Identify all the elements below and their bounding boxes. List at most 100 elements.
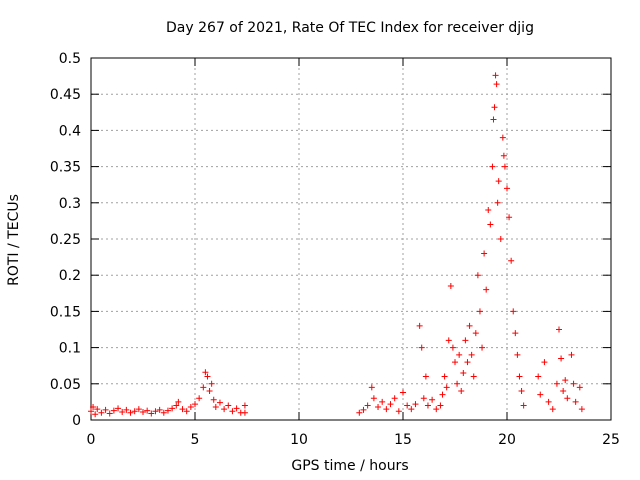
data-point [131,408,138,415]
data-point [160,409,167,416]
data-point [443,384,450,391]
data-point [387,401,394,408]
data-point [445,337,452,344]
data-point [558,355,565,362]
data-point [144,407,151,414]
data-point [514,351,521,358]
data-point [439,391,446,398]
x-tick-label: 20 [498,432,516,448]
data-point [541,359,548,366]
data-point [508,257,515,264]
data-point [360,406,367,413]
data-point [212,403,219,410]
data-point [210,396,217,403]
data-point [512,330,519,337]
data-point [504,185,510,192]
data-point [216,399,223,406]
data-point [487,221,494,228]
data-point [481,250,488,257]
data-point [545,398,552,405]
data-point [576,384,583,391]
data-points [88,72,585,418]
grid-lines [91,58,611,420]
x-tick-label: 25 [602,432,620,448]
data-point [115,405,122,412]
data-point [562,377,569,384]
data-point [537,391,544,398]
data-point [458,388,465,395]
data-point [499,134,506,141]
data-point [479,344,486,351]
data-point [516,373,523,380]
data-point [135,406,142,413]
data-point [225,402,232,409]
x-tick-label: 5 [191,432,200,448]
data-point [501,163,508,170]
y-tick-label: 0.5 [59,51,81,67]
data-point [241,409,248,416]
data-point [490,116,497,123]
data-point [408,406,415,413]
data-point [395,408,402,415]
x-tick-label: 10 [290,432,308,448]
data-point [424,402,431,409]
data-point [449,344,456,351]
data-point [110,407,117,414]
data-point [221,406,228,413]
data-point [494,199,501,206]
data-point [208,380,215,387]
data-point [102,406,109,413]
data-point [460,369,467,376]
data-point [379,398,386,405]
data-point [206,388,213,395]
data-point [229,408,236,415]
y-tick-label: 0.1 [59,341,81,357]
axis-ticks: 0 0.05 0.1 0.15 0.2 0.25 0.3 0.35 0.4 0.45 0.5 0 5 10… [50,51,620,448]
data-point [492,72,499,79]
data-point [549,406,556,413]
data-point [202,369,209,376]
data-point [204,373,211,380]
data-point [556,326,562,333]
x-tick-label: 15 [394,432,412,448]
data-point [489,163,496,170]
data-point [164,407,171,414]
data-point [452,359,458,366]
data-point [412,401,419,408]
y-tick-label: 0.4 [59,123,81,139]
data-point [560,388,567,395]
data-point [383,406,390,413]
data-point [437,402,444,409]
data-point [420,395,427,402]
data-point [476,308,483,315]
data-point [119,409,126,416]
data-point [106,410,113,417]
data-point [466,322,473,329]
y-tick-label: 0.15 [50,304,81,320]
y-tick-label: 0.45 [50,87,81,103]
data-point [375,403,382,410]
data-point [418,344,425,351]
data-point [518,388,525,395]
y-tick-label: 0.05 [50,377,81,393]
y-tick-label: 0 [72,413,81,429]
data-point [127,409,134,416]
data-point [173,402,180,409]
data-point [368,384,375,391]
x-tick-label: 0 [87,432,96,448]
data-point [483,286,490,293]
y-tick-label: 0.25 [50,232,81,248]
data-point [495,178,502,185]
data-point [94,406,101,413]
chart-title: Day 267 of 2021, Rate Of TEC Index for r… [166,20,534,36]
data-point [468,351,475,358]
data-point [200,384,207,391]
data-point [500,152,507,159]
data-point [169,405,176,412]
data-point [98,409,105,416]
data-point [90,403,97,410]
data-point [175,398,182,405]
data-point [156,406,163,413]
data-point [570,380,577,387]
data-point [474,272,481,279]
